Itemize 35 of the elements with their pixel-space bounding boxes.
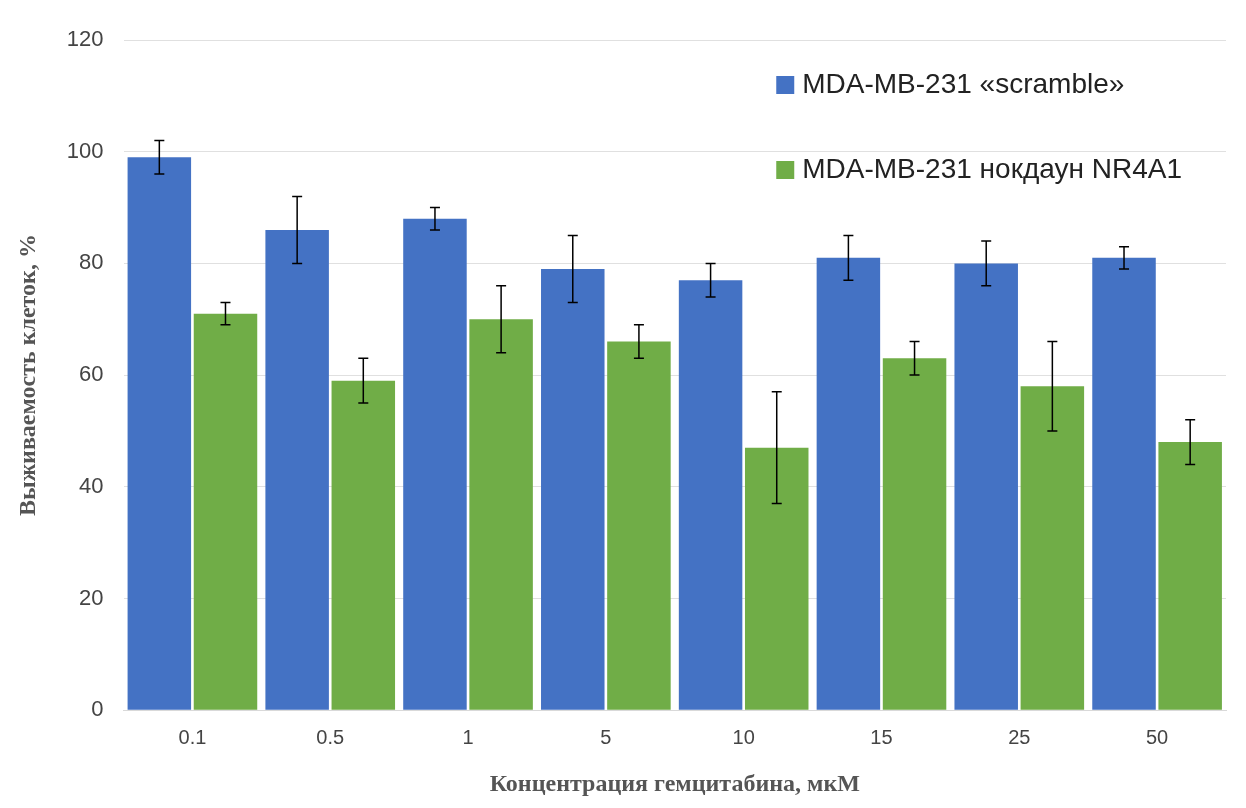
x-tick-label: 5 (600, 725, 612, 748)
bar (127, 157, 192, 710)
y-tick-label: 40 (79, 472, 104, 498)
y-tick-label: 100 (66, 137, 104, 163)
x-axis-title: Концентрация гемцитабина, мкМ (489, 769, 860, 796)
y-tick-label: 120 (66, 26, 104, 52)
bar (744, 447, 809, 710)
y-tick-label: 0 (91, 696, 104, 722)
bar (331, 380, 396, 710)
bar (816, 257, 881, 710)
y-tick-label: 80 (79, 249, 104, 275)
bar (403, 218, 467, 710)
x-tick-label: 25 (1008, 725, 1031, 748)
bar (469, 319, 533, 710)
y-axis-title: Выживаемость клеток, % (13, 234, 40, 517)
bar (1092, 257, 1156, 710)
x-tick-label: 0.1 (178, 725, 207, 748)
bar (1020, 386, 1085, 710)
bar (541, 268, 605, 710)
y-tick-label: 20 (79, 584, 104, 610)
bar (1158, 442, 1222, 710)
bar (265, 229, 329, 710)
bar (954, 263, 1018, 710)
x-tick-label: 1 (462, 725, 474, 748)
x-tick-label: 0.5 (316, 725, 345, 748)
bar (678, 280, 743, 710)
x-tick-label: 10 (732, 725, 755, 748)
legend-label: MDA-MB-231 нокдаун NR4A1 (802, 152, 1182, 184)
x-tick-label: 50 (1145, 725, 1169, 748)
bar (607, 341, 671, 710)
y-tick-label: 60 (79, 361, 104, 387)
legend-label: MDA-MB-231 «scramble» (802, 67, 1125, 99)
bar (193, 313, 258, 710)
bar (882, 358, 947, 710)
x-tick-label: 15 (870, 725, 893, 748)
